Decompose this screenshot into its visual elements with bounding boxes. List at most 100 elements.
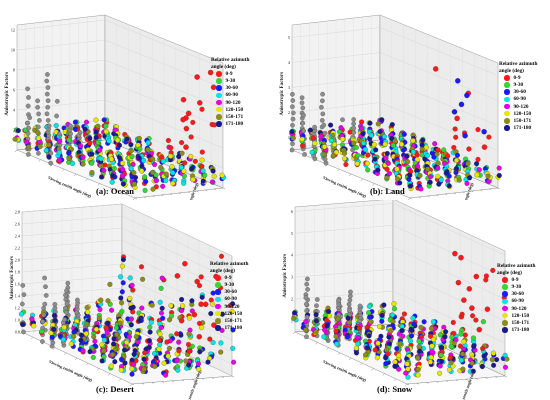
legend-label: 90-120 bbox=[224, 303, 240, 310]
data-point bbox=[419, 142, 425, 148]
y-tick bbox=[465, 379, 468, 381]
data-point bbox=[209, 179, 215, 185]
data-point bbox=[128, 142, 134, 148]
data-point bbox=[397, 180, 403, 186]
data-point bbox=[353, 350, 360, 356]
data-point bbox=[117, 155, 123, 161]
data-point bbox=[40, 319, 46, 324]
x-tick bbox=[74, 357, 78, 361]
data-point bbox=[328, 137, 334, 144]
data-point bbox=[479, 363, 485, 369]
y-tick bbox=[416, 383, 419, 385]
data-point bbox=[129, 153, 135, 160]
data-point bbox=[330, 152, 337, 158]
legend-item: 0-9 bbox=[211, 70, 249, 77]
z-tick-label: 0.8 bbox=[15, 330, 20, 335]
legend-item: 9-30 bbox=[211, 77, 249, 84]
data-point bbox=[202, 301, 209, 308]
data-point bbox=[470, 335, 477, 341]
data-point bbox=[80, 161, 86, 167]
data-point bbox=[153, 178, 159, 184]
data-point bbox=[300, 105, 306, 111]
data-point bbox=[464, 92, 470, 99]
data-point bbox=[196, 333, 203, 340]
caption-ocean: (a): Ocean bbox=[96, 186, 135, 196]
chart-land: 1 2 3 4 5 Anisotropic Factors Viewing zenith a… bbox=[279, 14, 502, 200]
data-point bbox=[160, 315, 166, 321]
data-point bbox=[445, 153, 451, 159]
data-point bbox=[25, 86, 30, 92]
data-point bbox=[382, 141, 388, 147]
data-point bbox=[63, 297, 69, 302]
legend-item: 30-60 bbox=[497, 291, 535, 298]
data-point bbox=[181, 173, 187, 179]
legend-title: Relative azimuth bbox=[497, 263, 536, 269]
legend-title: Relative azimuth bbox=[499, 61, 538, 67]
legend-label: 120-150 bbox=[224, 310, 243, 317]
y-tick bbox=[480, 189, 483, 192]
data-point bbox=[210, 168, 216, 174]
data-point bbox=[366, 303, 372, 309]
data-point bbox=[44, 111, 50, 117]
data-point bbox=[41, 305, 46, 311]
data-point bbox=[179, 150, 185, 156]
data-point bbox=[454, 152, 460, 158]
legend-marker bbox=[216, 99, 222, 106]
data-point bbox=[441, 147, 447, 153]
data-point bbox=[430, 319, 436, 325]
data-point bbox=[194, 74, 200, 80]
data-point bbox=[78, 337, 84, 343]
data-point bbox=[321, 151, 327, 157]
data-point bbox=[458, 254, 464, 261]
legend-marker bbox=[502, 320, 508, 326]
data-point bbox=[40, 339, 45, 344]
data-point bbox=[163, 372, 169, 378]
legend-marker bbox=[215, 296, 221, 303]
data-point bbox=[328, 122, 334, 128]
data-point bbox=[205, 359, 211, 365]
data-point bbox=[185, 110, 192, 117]
z-tick-label: 4 bbox=[288, 60, 291, 65]
data-point bbox=[181, 180, 187, 186]
z-tick-label: 2.2 bbox=[15, 246, 20, 251]
legend-item: 9-30 bbox=[499, 81, 537, 88]
data-point bbox=[448, 343, 454, 349]
data-point bbox=[496, 172, 502, 179]
data-point bbox=[31, 323, 37, 329]
data-point bbox=[46, 142, 52, 148]
z-tick-label: 1 bbox=[291, 319, 293, 324]
data-point bbox=[68, 123, 73, 129]
data-point bbox=[108, 156, 115, 162]
data-point bbox=[399, 323, 405, 329]
legend-marker bbox=[504, 89, 510, 95]
data-point bbox=[112, 127, 118, 133]
data-point bbox=[18, 311, 24, 317]
y-tick bbox=[231, 375, 235, 378]
legend-item: 90-120 bbox=[211, 99, 249, 106]
data-point bbox=[392, 138, 398, 144]
legend-item: 171-180 bbox=[499, 125, 537, 132]
data-point bbox=[97, 147, 103, 153]
data-point bbox=[229, 308, 235, 315]
data-point bbox=[183, 358, 189, 364]
chart-desert: 0.8 1.0 1.2 1.4 1.6 1.8 2.0 2.2 2.4 2.6 2.8 Anisotr… bbox=[9, 203, 237, 400]
data-point bbox=[98, 163, 104, 169]
x-tick bbox=[360, 178, 363, 181]
data-point bbox=[182, 160, 188, 166]
y-tick bbox=[426, 382, 429, 384]
data-point bbox=[111, 336, 117, 342]
data-point bbox=[42, 275, 47, 281]
panel-land: 1 2 3 4 5 Anisotropic Factors Viewing zenith a… bbox=[275, 0, 550, 200]
x-tick bbox=[14, 149, 18, 153]
y-tick bbox=[161, 194, 164, 197]
data-point bbox=[198, 274, 204, 280]
data-point bbox=[394, 346, 400, 352]
data-point bbox=[163, 177, 169, 184]
data-point bbox=[392, 359, 398, 365]
data-point bbox=[446, 183, 452, 189]
data-point bbox=[19, 301, 25, 307]
data-point bbox=[82, 126, 88, 132]
legend-item: 90-120 bbox=[210, 303, 248, 310]
z-tick-label: 3 bbox=[291, 275, 293, 280]
y-tick bbox=[485, 377, 488, 379]
